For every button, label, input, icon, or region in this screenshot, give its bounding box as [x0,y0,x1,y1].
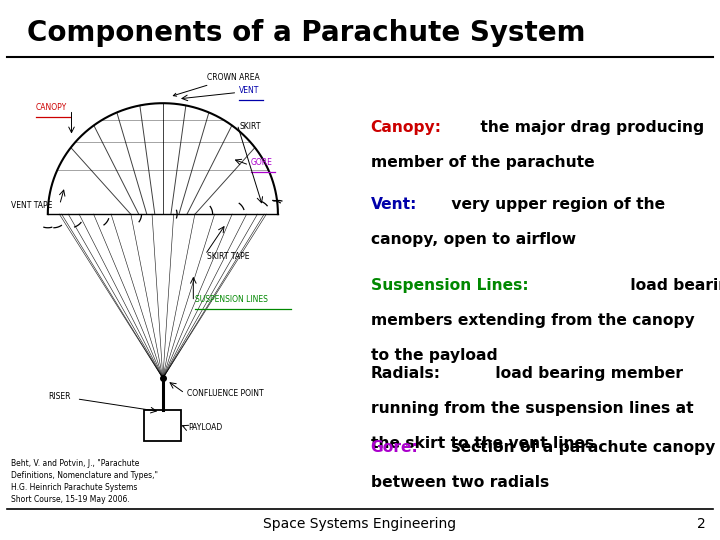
Text: SKIRT TAPE: SKIRT TAPE [207,252,249,261]
Text: GORE: GORE [251,158,273,167]
Text: CANOPY: CANOPY [36,103,67,112]
Text: RISER: RISER [48,392,71,401]
Text: Components of a Parachute System: Components of a Parachute System [27,19,586,47]
Text: Vent:: Vent: [371,197,417,212]
Text: running from the suspension lines at: running from the suspension lines at [371,401,693,416]
Text: CROWN AREA: CROWN AREA [174,73,260,96]
Text: the skirt to the vent lines: the skirt to the vent lines [371,436,594,450]
Text: members extending from the canopy: members extending from the canopy [371,313,694,328]
Text: Beht, V. and Potvin, J., "Parachute
Definitions, Nomenclature and Types,"
H.G. H: Beht, V. and Potvin, J., "Parachute Defi… [11,460,158,504]
Text: VENT TAPE: VENT TAPE [11,201,52,210]
Text: member of the parachute: member of the parachute [371,155,594,170]
Text: very upper region of the: very upper region of the [446,197,665,212]
Text: 2: 2 [697,517,706,531]
Text: Radials:: Radials: [371,366,441,381]
Text: SKIRT: SKIRT [239,122,261,131]
Text: canopy, open to airflow: canopy, open to airflow [371,232,576,247]
Text: load bearing member: load bearing member [490,366,683,381]
Text: between two radials: between two radials [371,475,549,490]
Text: Suspension Lines:: Suspension Lines: [371,278,528,293]
Text: VENT: VENT [239,85,259,94]
Text: to the payload: to the payload [371,348,498,363]
Text: Space Systems Engineering: Space Systems Engineering [264,517,456,531]
Text: PAYLOAD: PAYLOAD [188,422,222,431]
Text: Canopy:: Canopy: [371,120,441,135]
Text: Gore:: Gore: [371,440,418,455]
Text: SUSPENSION LINES: SUSPENSION LINES [195,294,268,303]
Text: section of a parachute canopy: section of a parachute canopy [446,440,715,455]
Text: the major drag producing: the major drag producing [475,120,705,135]
Text: CONFLUENCE POINT: CONFLUENCE POINT [186,389,264,399]
Text: load bearing: load bearing [625,278,720,293]
